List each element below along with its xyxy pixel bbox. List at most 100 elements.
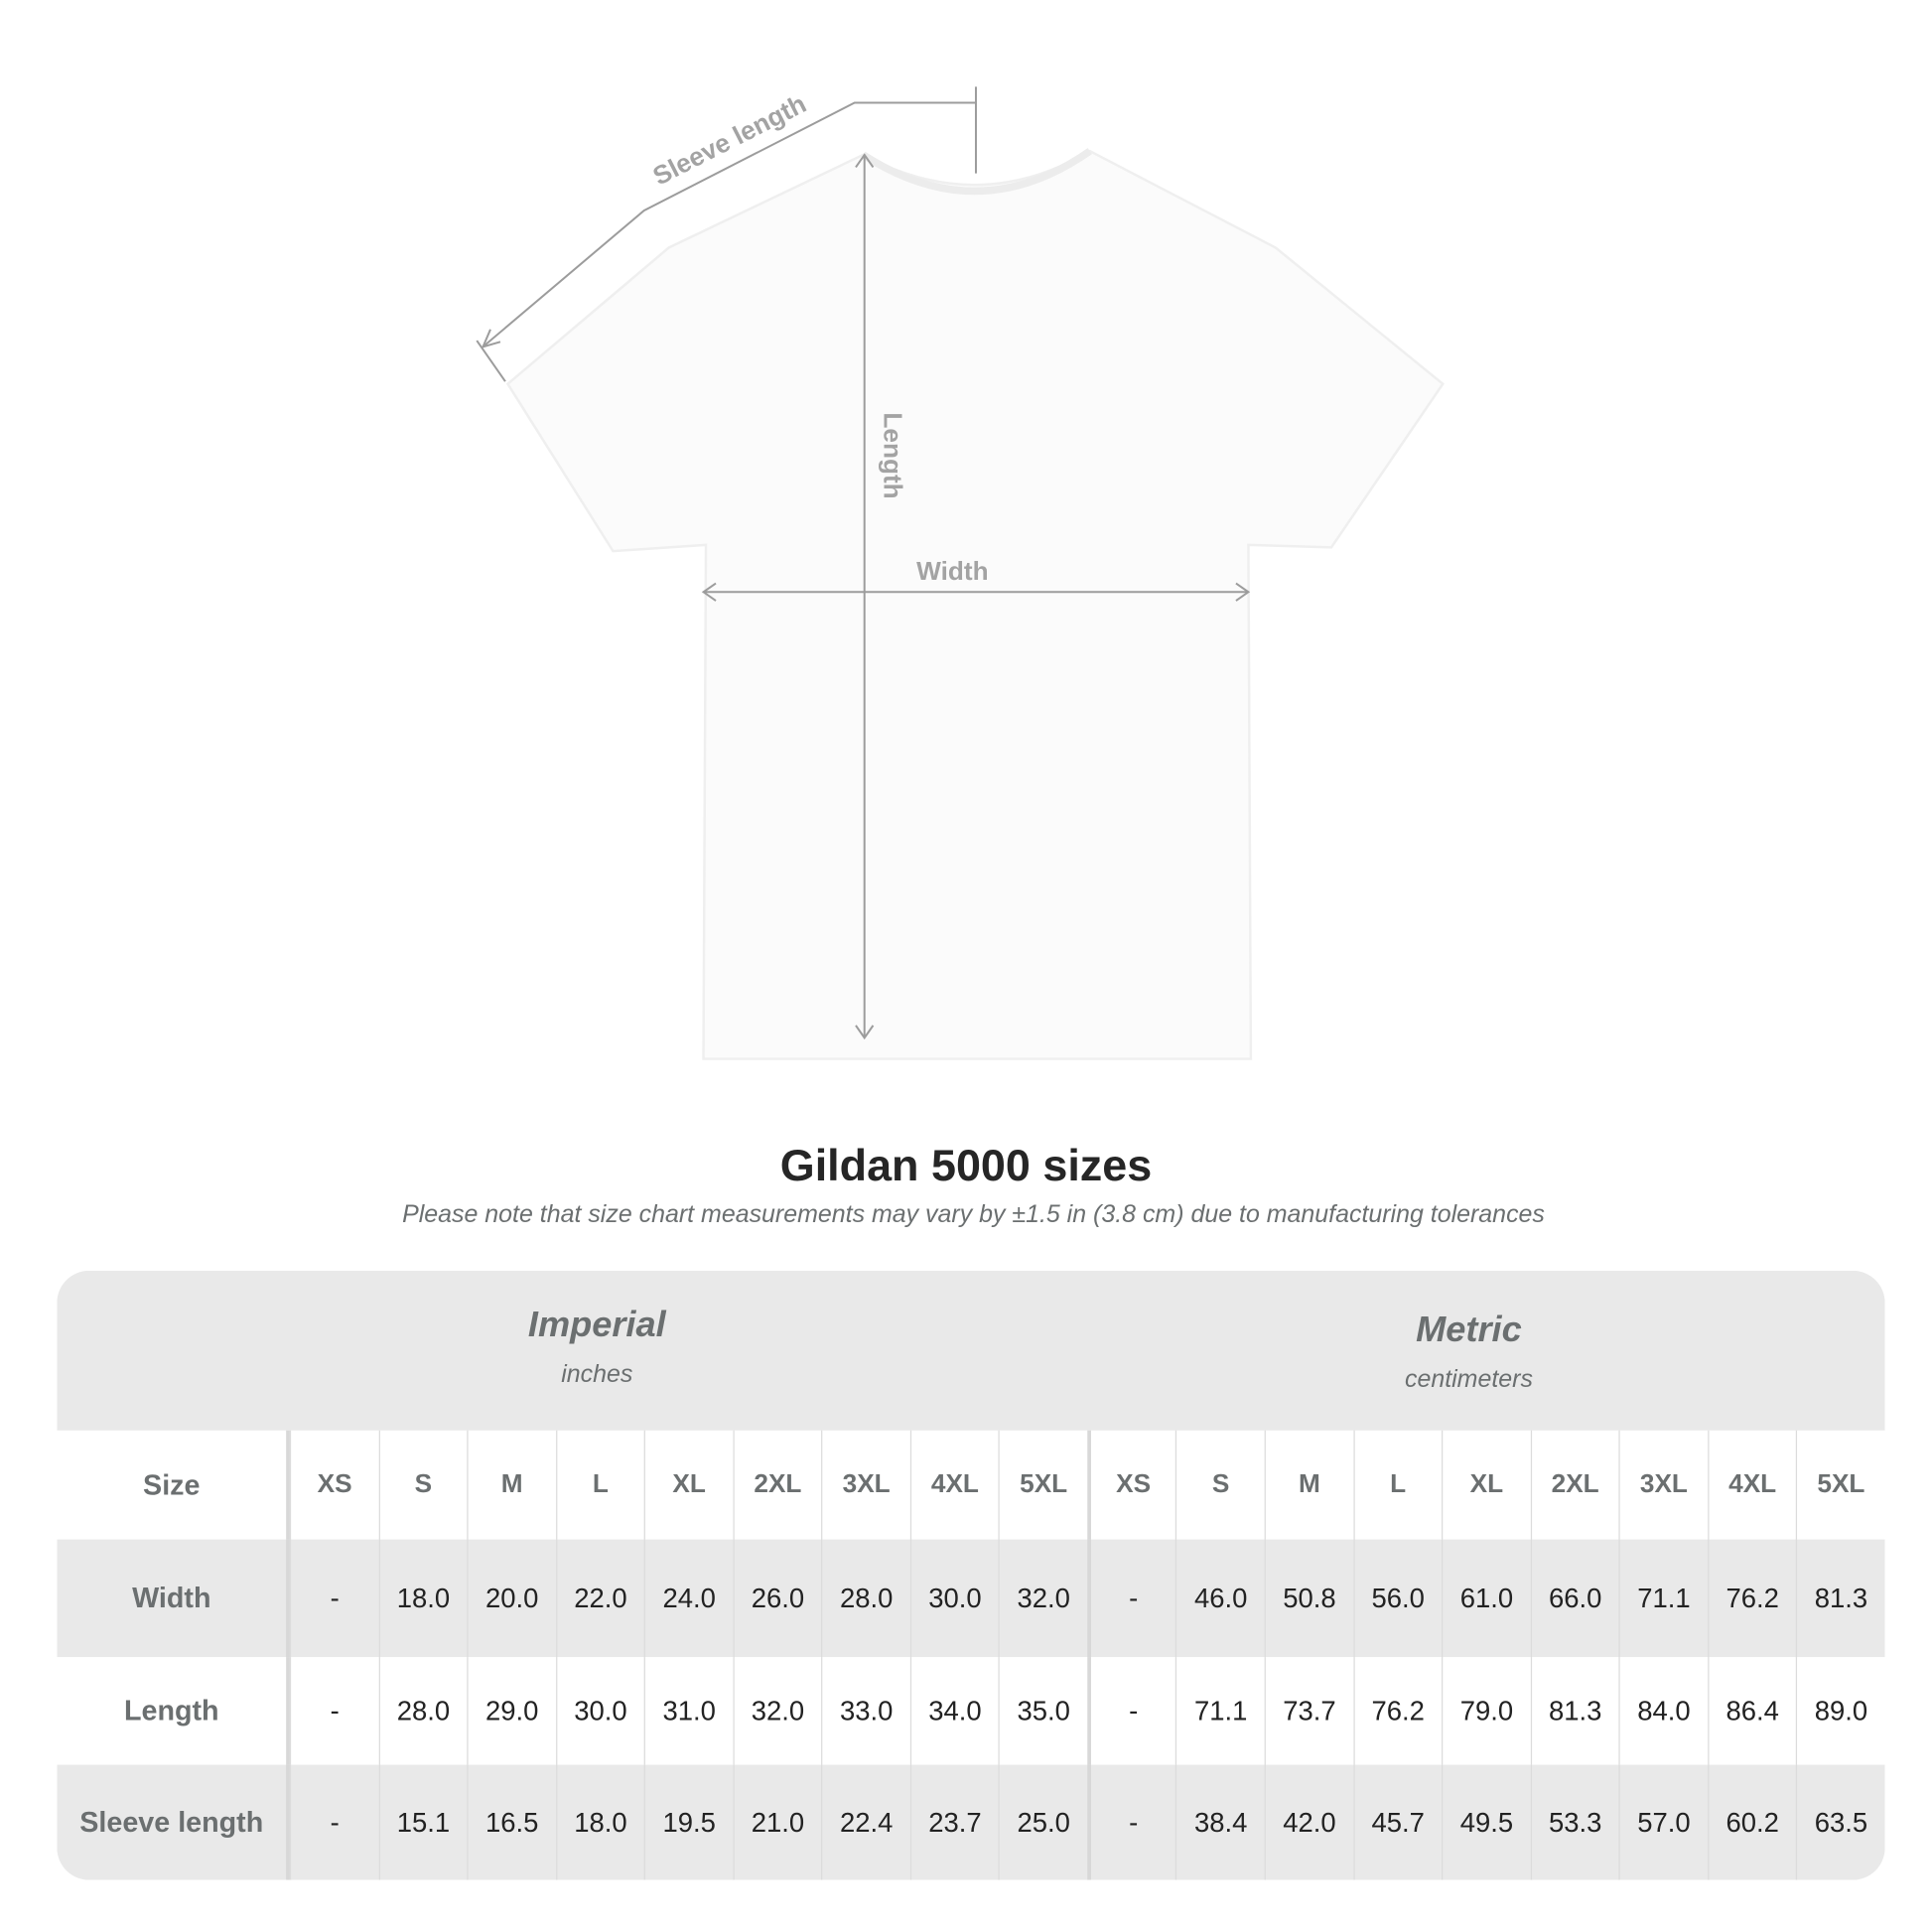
- metric-header: Metric centimeters: [1221, 1311, 1717, 1395]
- metric-size-5xl: 5XL: [1796, 1430, 1884, 1540]
- imperial-size-3xl: 3XL: [821, 1430, 909, 1540]
- imperial-value-cell: 35.0: [998, 1657, 1087, 1765]
- tshirt-shape: [505, 149, 1445, 1060]
- table-row-sleeve-length: Sleeve length -15.1 16.5 18.0 19.5 21.0 22.4 23…: [57, 1764, 1885, 1880]
- length-label: Length: [879, 412, 908, 498]
- metric-size-xs: XS: [1087, 1430, 1175, 1540]
- imperial-value-cell: 15.1: [378, 1764, 467, 1880]
- sleeve-start-tick: [476, 340, 506, 382]
- metric-value-cell: 57.0: [1618, 1764, 1708, 1880]
- imperial-size-2xl: 2XL: [733, 1430, 821, 1540]
- metric-size-2xl: 2XL: [1530, 1430, 1618, 1540]
- metric-value-cell: 49.5: [1442, 1764, 1530, 1880]
- metric-value-cell: 61.0: [1442, 1539, 1530, 1658]
- imperial-value-cell: 24.0: [643, 1539, 733, 1658]
- metric-unit: centimeters: [1404, 1365, 1533, 1394]
- metric-title: Metric: [1416, 1310, 1522, 1350]
- imperial-value-cell: 18.0: [555, 1764, 644, 1880]
- metric-size-3xl: 3XL: [1618, 1430, 1708, 1540]
- imperial-value-cell: 22.0: [555, 1539, 644, 1658]
- length-arrow-top-icon: [855, 153, 875, 168]
- imperial-value-cell: 22.4: [821, 1764, 909, 1880]
- metric-value-cell: 73.7: [1264, 1657, 1353, 1765]
- imperial-header: Imperial inches: [349, 1306, 845, 1390]
- metric-value-cell: 71.1: [1175, 1657, 1264, 1765]
- imperial-value-cell: 25.0: [998, 1764, 1087, 1880]
- size-table: Imperial inches Metric centimeters Size X…: [57, 1270, 1885, 1880]
- row-label: Width: [57, 1539, 290, 1658]
- imperial-value-cell: -: [289, 1539, 378, 1658]
- unit-header: Imperial inches Metric centimeters: [57, 1270, 1885, 1431]
- width-arrow-left-icon: [701, 582, 717, 602]
- imperial-size-xs: XS: [289, 1430, 378, 1540]
- imperial-size-xl: XL: [643, 1430, 733, 1540]
- metric-value-cell: -: [1087, 1657, 1175, 1765]
- metric-value-cell: 79.0: [1442, 1657, 1530, 1765]
- imperial-value-cell: 31.0: [643, 1657, 733, 1765]
- metric-value-cell: 86.4: [1707, 1657, 1796, 1765]
- imperial-value-cell: 29.0: [467, 1657, 555, 1765]
- imperial-size-m: M: [467, 1430, 555, 1540]
- metric-size-m: M: [1264, 1430, 1353, 1540]
- imperial-value-cell: -: [289, 1657, 378, 1765]
- metric-size-l: L: [1352, 1430, 1442, 1540]
- metric-size-xl: XL: [1442, 1430, 1530, 1540]
- metric-value-cell: 42.0: [1264, 1764, 1353, 1880]
- imperial-value-cell: 19.5: [643, 1764, 733, 1880]
- imperial-value-cell: 28.0: [378, 1657, 467, 1765]
- chart-title: Gildan 5000 sizes: [779, 1139, 1153, 1190]
- imperial-value-cell: 21.0: [733, 1764, 821, 1880]
- tshirt-diagram: Sleeve length Length Width: [476, 86, 1445, 1060]
- sleeve-arrowhead-icon: [481, 329, 501, 348]
- row-label: Length: [57, 1657, 290, 1765]
- metric-value-cell: -: [1087, 1764, 1175, 1880]
- imperial-unit: inches: [561, 1360, 633, 1389]
- metric-value-cell: 56.0: [1352, 1539, 1442, 1658]
- tshirt-collar: [861, 148, 1092, 196]
- metric-size-4xl: 4XL: [1707, 1430, 1796, 1540]
- imperial-value-cell: -: [289, 1764, 378, 1880]
- metric-value-cell: 81.3: [1530, 1657, 1618, 1765]
- imperial-size-4xl: 4XL: [909, 1430, 999, 1540]
- table-row-length: Length -28.0 29.0 30.0 31.0 32.0 33.0 34.0 35.0-…: [57, 1657, 1884, 1765]
- imperial-size-s: S: [378, 1430, 467, 1540]
- table-row-width: Width -18.0 20.0 22.0 24.0 26.0 28.0 30.0 32.0-4…: [57, 1539, 1885, 1658]
- imperial-value-cell: 28.0: [821, 1539, 909, 1658]
- metric-value-cell: 60.2: [1707, 1764, 1796, 1880]
- imperial-value-cell: 30.0: [555, 1657, 644, 1765]
- metric-value-cell: -: [1087, 1539, 1175, 1658]
- imperial-value-cell: 18.0: [378, 1539, 467, 1658]
- size-header-row: Size XS S M L XL 2XL 3XL 4XL 5XL XS S M L XL 2XL 3XL 4XL 5…: [57, 1430, 1884, 1540]
- metric-value-cell: 66.0: [1530, 1539, 1618, 1658]
- metric-value-cell: 84.0: [1618, 1657, 1708, 1765]
- imperial-title: Imperial: [527, 1305, 666, 1345]
- width-label: Width: [916, 556, 988, 586]
- imperial-size-5xl: 5XL: [998, 1430, 1087, 1540]
- metric-value-cell: 76.2: [1707, 1539, 1796, 1658]
- metric-value-cell: 89.0: [1796, 1657, 1884, 1765]
- imperial-value-cell: 20.0: [467, 1539, 555, 1658]
- metric-value-cell: 76.2: [1352, 1657, 1442, 1765]
- metric-value-cell: 50.8: [1264, 1539, 1353, 1658]
- metric-value-cell: 38.4: [1175, 1764, 1264, 1880]
- metric-value-cell: 53.3: [1530, 1764, 1618, 1880]
- imperial-value-cell: 33.0: [821, 1657, 909, 1765]
- metric-value-cell: 63.5: [1796, 1764, 1884, 1880]
- length-arrow-bottom-icon: [855, 1025, 875, 1040]
- imperial-value-cell: 23.7: [909, 1764, 999, 1880]
- metric-value-cell: 45.7: [1352, 1764, 1442, 1880]
- imperial-value-cell: 34.0: [909, 1657, 999, 1765]
- imperial-value-cell: 26.0: [733, 1539, 821, 1658]
- tolerance-note: Please note that size chart measurements…: [402, 1201, 1545, 1229]
- metric-size-s: S: [1175, 1430, 1264, 1540]
- imperial-value-cell: 32.0: [998, 1539, 1087, 1658]
- size-header-label: Size: [57, 1430, 290, 1540]
- width-arrow-right-icon: [1235, 582, 1251, 602]
- metric-value-cell: 81.3: [1796, 1539, 1884, 1658]
- imperial-value-cell: 16.5: [467, 1764, 555, 1880]
- row-label: Sleeve length: [57, 1764, 290, 1880]
- sleeve-measure-line: [482, 101, 976, 348]
- imperial-value-cell: 30.0: [909, 1539, 999, 1658]
- metric-value-cell: 71.1: [1618, 1539, 1708, 1658]
